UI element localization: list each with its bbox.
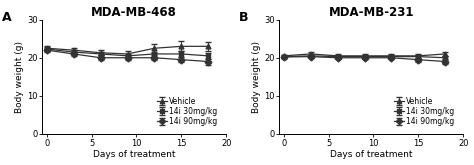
X-axis label: Days of treatment: Days of treatment	[93, 150, 175, 159]
Title: MDA-MB-468: MDA-MB-468	[91, 6, 177, 18]
X-axis label: Days of treatment: Days of treatment	[330, 150, 412, 159]
Text: A: A	[2, 11, 11, 24]
Y-axis label: Body weight (g): Body weight (g)	[252, 41, 261, 113]
Y-axis label: Body weight (g): Body weight (g)	[15, 41, 24, 113]
Legend: Vehicle, 14i 30mg/kg, 14i 90mg/kg: Vehicle, 14i 30mg/kg, 14i 90mg/kg	[393, 95, 456, 128]
Title: MDA-MB-231: MDA-MB-231	[328, 6, 414, 18]
Text: B: B	[239, 11, 248, 24]
Legend: Vehicle, 14i 30mg/kg, 14i 90mg/kg: Vehicle, 14i 30mg/kg, 14i 90mg/kg	[156, 95, 219, 128]
